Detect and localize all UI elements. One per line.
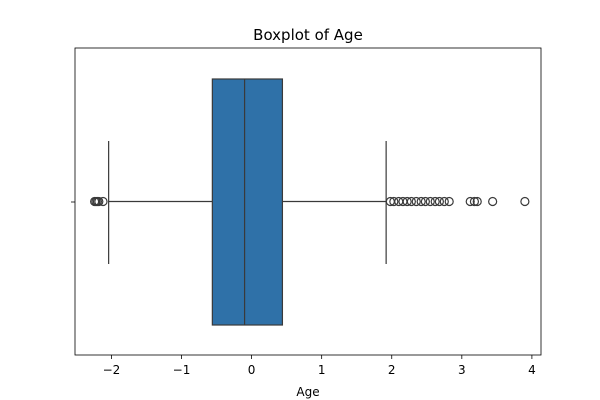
outlier-point (389, 196, 399, 207)
x-axis-label: Age (296, 385, 319, 399)
outlier-point (430, 196, 440, 207)
outlier-point (411, 196, 421, 207)
iqr-box (211, 78, 284, 326)
outlier-point (94, 196, 104, 207)
x-tick-label: −1 (173, 363, 191, 377)
outlier-point (98, 196, 108, 207)
x-tick-label: 2 (388, 363, 396, 377)
outlier-point (472, 196, 482, 207)
x-tick-label: 0 (248, 363, 256, 377)
outlier-point (402, 196, 412, 207)
x-tick-label: 1 (318, 363, 326, 377)
plot-area (71, 47, 542, 356)
outlier-point (465, 196, 475, 207)
outlier-point (444, 196, 454, 207)
x-tick-label: 3 (458, 363, 466, 377)
outlier-point (520, 196, 530, 207)
outlier-point (406, 196, 416, 207)
outlier-point (416, 196, 426, 207)
x-tick-label: −2 (103, 363, 121, 377)
outliers (90, 196, 530, 207)
outlier-point (439, 196, 449, 207)
outlier-point (469, 196, 480, 207)
boxplot (108, 78, 387, 326)
outlier-point (434, 196, 444, 207)
x-tick-label: 4 (528, 363, 536, 377)
outlier-point (488, 196, 498, 207)
axes-frame (74, 47, 542, 356)
outlier-point (425, 196, 435, 207)
outlier-point (420, 196, 430, 207)
chart-title: Boxplot of Age (253, 26, 363, 44)
x-axis-ticks: −2 −1 0 1 2 3 4 (103, 355, 536, 377)
